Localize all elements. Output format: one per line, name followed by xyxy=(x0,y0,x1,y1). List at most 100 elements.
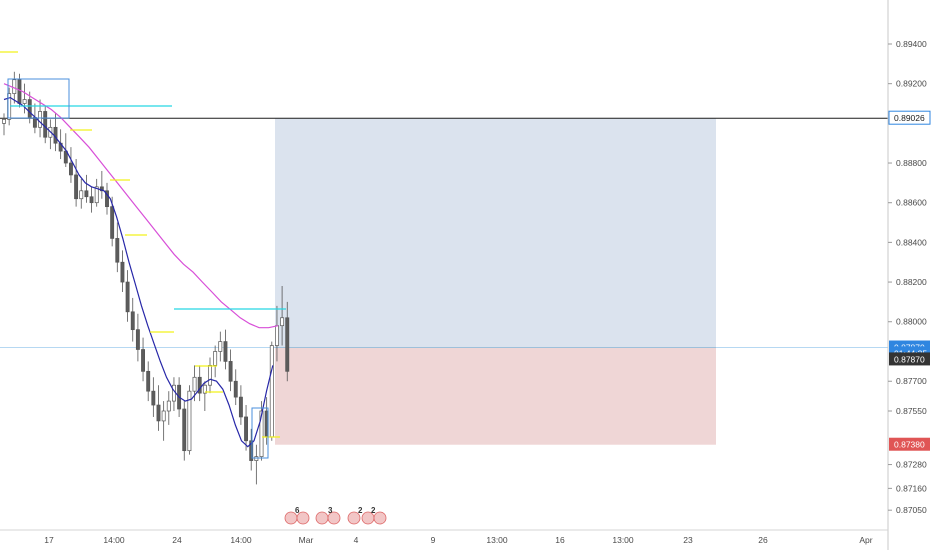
event-flag-icon[interactable] xyxy=(315,511,329,525)
candle xyxy=(125,281,130,313)
candle xyxy=(105,190,109,208)
candle xyxy=(130,311,135,331)
event-flag-icon[interactable] xyxy=(347,511,361,525)
ema-fast-line xyxy=(3,96,274,448)
price-tick-label: 0.87280 xyxy=(896,460,927,470)
candle xyxy=(182,408,187,452)
candle xyxy=(208,365,212,386)
candle xyxy=(254,456,259,461)
candle xyxy=(259,410,264,457)
candle xyxy=(197,376,202,394)
candle xyxy=(110,206,115,239)
candle xyxy=(192,376,197,392)
time-tick-label: 13:00 xyxy=(612,535,634,545)
marked-box[interactable] xyxy=(251,407,269,459)
price-tick-label: 0.88600 xyxy=(896,198,927,208)
drawn-levels[interactable] xyxy=(0,51,286,459)
candle xyxy=(74,174,79,200)
price-axis-background xyxy=(888,0,932,550)
price-tick-label: 0.89200 xyxy=(896,79,927,89)
marked-box[interactable] xyxy=(7,78,70,119)
price-badge-label: 0.87380 xyxy=(894,440,925,450)
price-tick-label: 0.87550 xyxy=(896,406,927,416)
candle xyxy=(94,186,99,204)
candle xyxy=(12,79,17,94)
candle xyxy=(228,361,233,382)
candle xyxy=(233,380,238,398)
candle xyxy=(172,384,176,402)
candle xyxy=(280,317,285,327)
event-count-label: 2 xyxy=(358,506,363,515)
price-badge[interactable] xyxy=(889,352,930,366)
event-flag-icon[interactable] xyxy=(327,511,341,525)
price-axis[interactable]: 0.89400 0.89200 0.88800 0.88600 0.88400 0.882… xyxy=(887,0,932,550)
candle xyxy=(141,349,145,372)
time-tick-label: Mar xyxy=(299,535,314,545)
price-tick-label: 0.87160 xyxy=(896,483,927,493)
stop-zone[interactable] xyxy=(275,347,716,445)
candle xyxy=(84,190,89,198)
candle xyxy=(151,390,156,406)
candle xyxy=(202,384,207,394)
price-badge[interactable] xyxy=(888,110,931,125)
time-tick-label: 24 xyxy=(172,535,182,545)
candle xyxy=(115,238,120,263)
target-zone[interactable] xyxy=(275,118,716,348)
candle xyxy=(17,79,22,104)
time-tick-label: 26 xyxy=(758,535,768,545)
price-tick-label: 0.88400 xyxy=(896,237,927,247)
candle xyxy=(223,341,228,362)
price-badge-label: 0.89026 xyxy=(894,113,925,123)
price-tick-label: 0.87050 xyxy=(896,505,927,515)
candle xyxy=(135,329,140,350)
candle xyxy=(187,390,192,452)
candles xyxy=(2,71,290,485)
price-tick-label: 0.87700 xyxy=(896,376,927,386)
event-count-label: 2 xyxy=(371,506,376,515)
time-tick-label: 23 xyxy=(683,535,693,545)
price-badge[interactable] xyxy=(889,437,930,451)
candle xyxy=(213,351,218,366)
candle xyxy=(89,196,94,204)
time-tick-label: 14:00 xyxy=(103,535,125,545)
time-axis[interactable]: 17 14:00 24 14:00 Mar 4 9 13:00 16 13:00 23 26 Apr xyxy=(0,529,888,545)
candle xyxy=(99,186,104,192)
event-flag-icon[interactable] xyxy=(296,511,310,525)
candle xyxy=(146,370,151,392)
candle xyxy=(238,396,243,418)
candle xyxy=(244,416,248,442)
price-tick-label: 0.88800 xyxy=(896,158,927,168)
candle xyxy=(38,111,43,128)
candle xyxy=(120,261,125,283)
price-badge-label: 0.87870 xyxy=(894,354,925,364)
candle xyxy=(269,345,274,438)
candle xyxy=(156,404,161,422)
time-tick-label: 13:00 xyxy=(486,535,508,545)
price-tick-label: 0.89400 xyxy=(896,39,927,49)
time-tick-label: 17 xyxy=(44,535,54,545)
candle xyxy=(22,99,27,104)
price-tick-label: 0.88200 xyxy=(896,277,927,287)
horizontal-lines[interactable] xyxy=(0,117,888,348)
time-tick-label: 14:00 xyxy=(230,535,252,545)
event-count-label: 6 xyxy=(295,506,300,515)
event-flag-icon[interactable] xyxy=(373,511,387,525)
moving-averages xyxy=(3,83,279,448)
time-tick-label: Apr xyxy=(859,535,872,545)
candle xyxy=(43,111,48,138)
candle xyxy=(285,317,290,372)
candle xyxy=(2,119,6,124)
time-tick-label: 9 xyxy=(431,535,436,545)
candle xyxy=(161,410,166,422)
ema-slow-line xyxy=(3,83,279,329)
price-tick-label: 0.88000 xyxy=(896,317,927,327)
candle xyxy=(249,440,254,461)
candle xyxy=(218,341,223,352)
candle xyxy=(275,325,279,346)
candle xyxy=(79,190,84,200)
time-tick-label: 16 xyxy=(555,535,565,545)
time-tick-label: 4 xyxy=(354,535,359,545)
position-tool[interactable] xyxy=(275,118,716,445)
